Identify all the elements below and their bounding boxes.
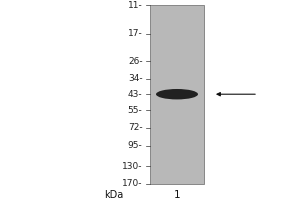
Text: 130-: 130- <box>122 162 142 171</box>
Bar <box>150 5 204 184</box>
Text: 34-: 34- <box>128 74 142 83</box>
Text: 55-: 55- <box>128 106 142 115</box>
Text: 43-: 43- <box>128 90 142 99</box>
Text: 95-: 95- <box>128 141 142 150</box>
Text: 72-: 72- <box>128 123 142 132</box>
Text: 26-: 26- <box>128 57 142 66</box>
Text: 17-: 17- <box>128 29 142 38</box>
Text: 11-: 11- <box>128 1 142 10</box>
Text: 170-: 170- <box>122 179 142 188</box>
Ellipse shape <box>156 89 198 99</box>
Text: 1: 1 <box>174 190 180 200</box>
Text: kDa: kDa <box>104 190 124 200</box>
